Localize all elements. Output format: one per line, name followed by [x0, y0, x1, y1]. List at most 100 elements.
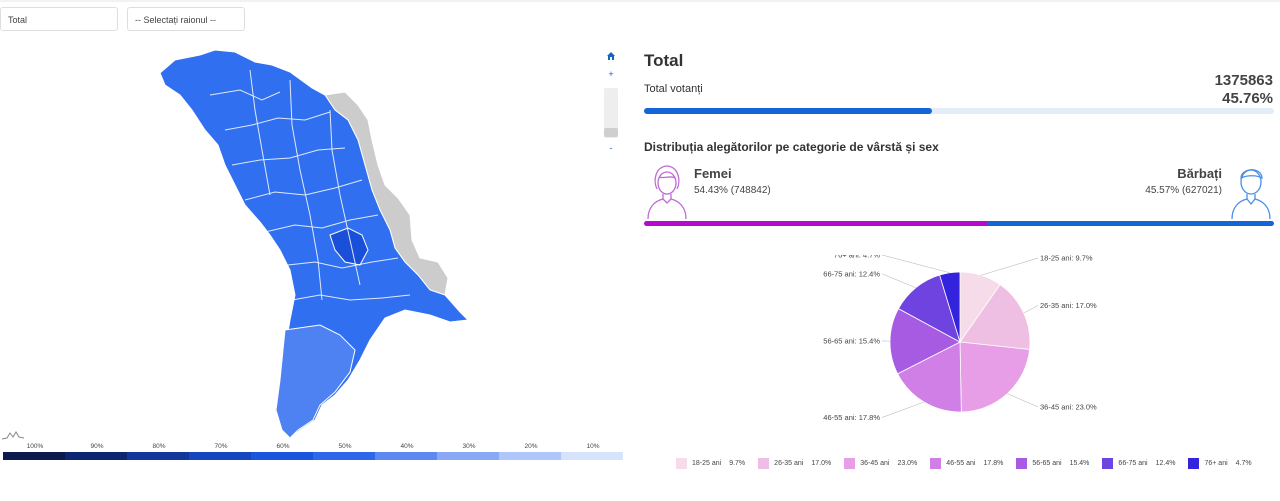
votanti-progress-bar — [644, 108, 1274, 114]
top-border — [0, 0, 1280, 2]
scale-segment — [251, 452, 313, 460]
mini-chart-icon — [2, 431, 25, 440]
pie-legend-item[interactable]: 26-35 ani 17.0% — [758, 458, 831, 469]
scale-segment — [127, 452, 189, 460]
scale-segment — [65, 452, 127, 460]
pie-slice[interactable] — [889, 308, 961, 375]
pie-slice-label: 18-25 ani: 9.7% — [1040, 255, 1093, 263]
legend-value: 23.0% — [897, 460, 918, 467]
scale-segment — [499, 452, 561, 460]
legend-label: 66-75 ani — [1118, 460, 1148, 467]
legend-swatch — [1102, 458, 1114, 469]
pie-slice-label: 46-55 ani: 17.8% — [823, 413, 880, 422]
map-region-south — [275, 324, 356, 439]
pie-slice-label: 76+ ani: 4.7% — [834, 255, 880, 259]
legend-value: 4.7% — [1235, 460, 1252, 467]
zoom-slider-track[interactable] — [604, 88, 618, 138]
home-icon-glyph — [607, 52, 615, 60]
scale-segment — [437, 452, 499, 460]
scale-label: 50% — [338, 443, 351, 450]
scale-label: 10% — [586, 443, 599, 450]
votanti-progress-fill — [644, 108, 933, 114]
women-value: 54.43% (748842) — [694, 185, 771, 196]
map-region-moldova — [159, 49, 470, 439]
scale-segment — [3, 452, 65, 460]
pie-label-connector — [881, 401, 925, 418]
legend-swatch — [844, 458, 856, 469]
distribution-title: Distribuția alegătorilor pe categorie de… — [644, 140, 939, 154]
total-select[interactable]: Total — [0, 7, 118, 31]
scale-segment — [313, 452, 375, 460]
map-region-center — [329, 227, 369, 266]
votanti-percent: 45.76% — [1222, 90, 1273, 107]
district-borders — [209, 69, 411, 301]
scale-label: 30% — [462, 443, 475, 450]
legend-swatch — [676, 458, 687, 469]
map-zoom-controls: + - — [603, 50, 619, 153]
men-value: 45.57% (627021) — [1145, 185, 1222, 196]
pie-legend-item[interactable]: 66-75 ani 12.4% — [1102, 458, 1175, 469]
gender-bar-men — [986, 221, 1274, 226]
scale-label: 60% — [276, 443, 289, 450]
legend-swatch — [758, 458, 770, 469]
legend-value: 12.4% — [1155, 460, 1176, 467]
legend-swatch — [930, 458, 942, 469]
pie-slice[interactable] — [959, 284, 1031, 350]
legend-value: 17.8% — [983, 460, 1004, 467]
pie-legend-item[interactable]: 36-45 ani 23.0% — [844, 458, 917, 469]
votanti-label: Total votanți — [644, 83, 703, 95]
pie-legend-item[interactable]: 46-55 ani 17.8% — [930, 458, 1003, 469]
pie-slice-label: 56-65 ani: 15.4% — [823, 336, 880, 345]
gender-split-bar — [644, 221, 1274, 226]
pie-slice-label: 66-75 ani: 12.4% — [823, 269, 880, 278]
legend-label: 56-65 ani — [1032, 460, 1062, 467]
map-color-scale: 100% 90% 80% 70% 60% 50% 40% 30% 20% 10% — [3, 443, 623, 460]
scale-segment — [189, 452, 251, 460]
scale-label: 90% — [90, 443, 103, 450]
votanti-count: 1375863 — [1214, 72, 1273, 89]
legend-label: 46-55 ani — [946, 460, 976, 467]
scale-segment — [561, 452, 623, 460]
pie-legend-item[interactable]: 18-25 ani 9.7% — [676, 458, 745, 469]
pie-legend-item[interactable]: 76+ ani 4.7% — [1188, 458, 1252, 469]
woman-icon — [647, 165, 687, 220]
pie-legend-item[interactable]: 56-65 ani 15.4% — [1016, 458, 1089, 469]
scale-label: 40% — [400, 443, 413, 450]
scale-label: 20% — [524, 443, 537, 450]
legend-value: 15.4% — [1069, 460, 1090, 467]
legend-swatch — [1188, 458, 1200, 469]
zoom-out-button[interactable]: - — [609, 143, 613, 153]
age-pie-chart: 18-25 ani: 9.7% 26-35 ani: 17.0% 36-45 ani… — [823, 255, 1097, 422]
women-label: Femei — [694, 166, 732, 181]
legend-value: 9.7% — [729, 460, 746, 467]
gender-bar-women — [644, 221, 987, 226]
zoom-in-button[interactable]: + — [608, 69, 614, 79]
legend-label: 76+ ani — [1204, 460, 1228, 467]
pie-label-connector — [1023, 305, 1039, 314]
pie-slice-label: 26-35 ani: 17.0% — [1040, 301, 1097, 310]
scale-segment — [375, 452, 437, 460]
pie-legend: 18-25 ani 9.7% 26-35 ani 17.0% 36-45 ani 23.0… — [676, 458, 1265, 469]
scale-label: 80% — [152, 443, 165, 450]
zoom-slider-handle[interactable] — [604, 128, 618, 137]
legend-swatch — [1016, 458, 1028, 469]
men-label: Bărbați — [1177, 166, 1222, 181]
man-icon — [1231, 169, 1271, 220]
pie-slice[interactable] — [897, 341, 962, 413]
pie-label-connector — [1007, 393, 1039, 408]
pie-label-connector — [980, 257, 1039, 276]
pie-label-connector — [881, 255, 950, 274]
home-icon[interactable] — [603, 50, 619, 66]
scale-label: 70% — [214, 443, 227, 450]
pie-label-connector — [881, 273, 916, 289]
pie-slice-label: 36-45 ani: 23.0% — [1040, 402, 1097, 411]
legend-label: 18-25 ani — [692, 460, 722, 467]
raion-select[interactable]: -- Selectați raionul -- — [127, 7, 245, 31]
legend-label: 36-45 ani — [860, 460, 890, 467]
legend-label: 26-35 ani — [774, 460, 804, 467]
pie-slice[interactable] — [959, 341, 1031, 413]
scale-label: 100% — [27, 443, 44, 450]
page-title: Total — [644, 51, 684, 70]
legend-value: 17.0% — [811, 460, 832, 467]
moldova-map[interactable] — [150, 45, 480, 440]
